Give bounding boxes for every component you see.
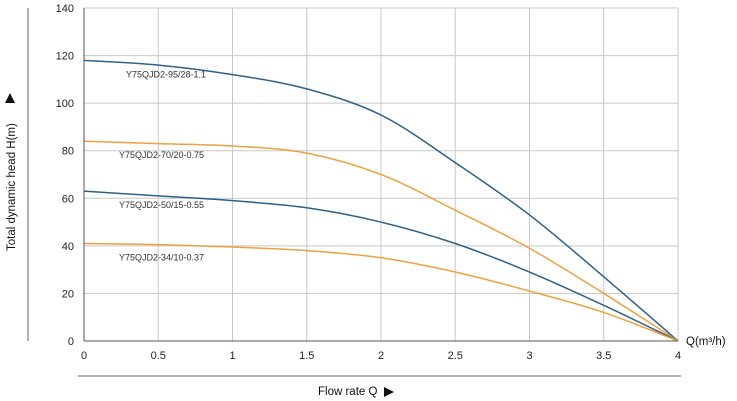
- y-tick-label-0: 0: [68, 336, 74, 348]
- x-tick-label-8: 4: [675, 350, 681, 362]
- x-tick-label-4: 2: [378, 350, 384, 362]
- y-tick-label-6: 120: [56, 51, 74, 63]
- curve-series-3: [83, 242, 679, 342]
- x-tick-label-7: 3.5: [596, 350, 611, 362]
- curve-series-0: [83, 59, 679, 342]
- x-axis-title: Flow rate Q: [318, 386, 377, 398]
- x-tick-label-2: 1: [229, 350, 235, 362]
- x-unit-label: Q(m³/h): [686, 336, 726, 348]
- y-axis-arrow-icon: [5, 93, 15, 103]
- y-axis-title: Total dynamic head H(m): [6, 123, 18, 251]
- curve-series-2: [83, 190, 679, 342]
- x-tick-label-0: 0: [81, 350, 87, 362]
- y-tick-label-5: 100: [56, 98, 74, 110]
- y-tick-label-2: 40: [62, 241, 74, 253]
- series-label-0: Y75QJD2-95/28-1.1: [126, 69, 206, 79]
- x-axis-arrow-icon: [384, 387, 394, 397]
- x-tick-label-1: 0.5: [151, 350, 166, 362]
- curve-series-1: [83, 140, 679, 342]
- y-tick-label-3: 60: [62, 193, 74, 205]
- x-tick-label-3: 1.5: [299, 350, 314, 362]
- series-labels: Y75QJD2-95/28-1.1 Y75QJD2-70/20-0.75 Y75QJ…: [119, 69, 206, 262]
- y-tick-label-1: 20: [62, 288, 74, 300]
- x-tick-label-6: 3: [526, 350, 532, 362]
- curves: [83, 59, 679, 342]
- y-tick-label-4: 80: [62, 146, 74, 158]
- series-label-3: Y75QJD2-34/10-0.37: [119, 252, 204, 262]
- series-label-2: Y75QJD2-50/15-0.55: [119, 200, 204, 210]
- x-tick-label-5: 2.5: [448, 350, 463, 362]
- series-label-1: Y75QJD2-70/20-0.75: [119, 150, 204, 160]
- y-tick-label-7: 140: [56, 3, 74, 15]
